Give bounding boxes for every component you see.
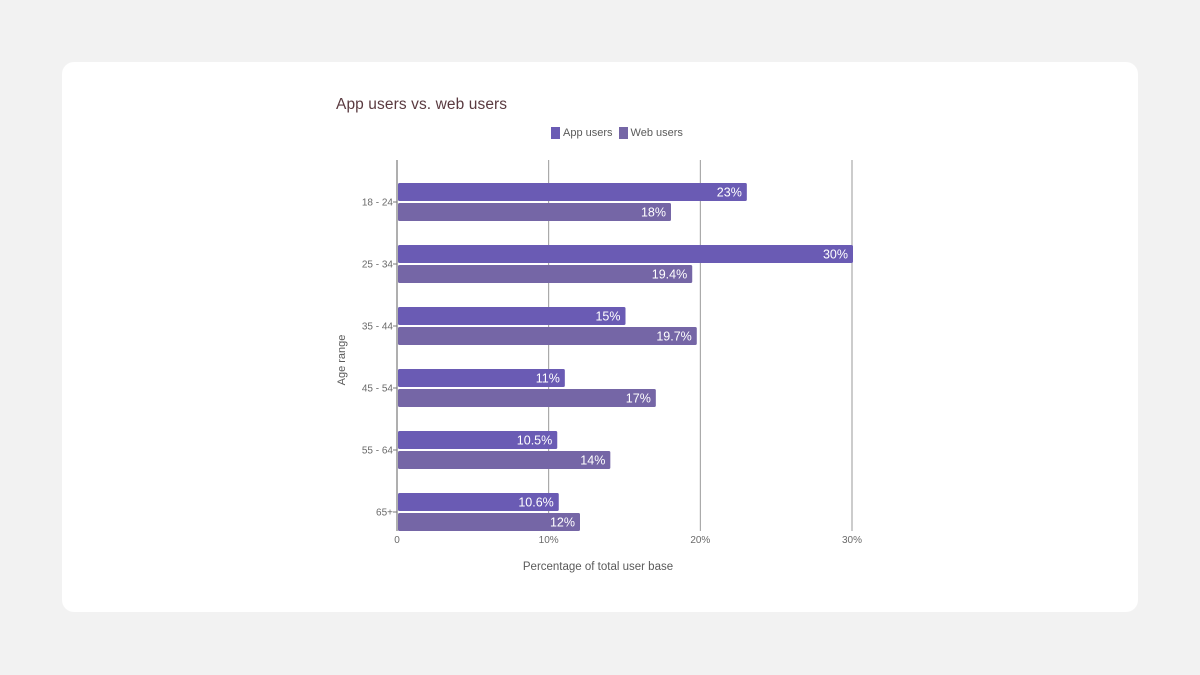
bar-web-users (398, 265, 693, 283)
data-label-app-users: 23% (717, 186, 742, 200)
x-tick-label: 30% (842, 535, 862, 546)
x-tick-label: 0 (394, 535, 400, 546)
data-label-web-users: 17% (626, 392, 651, 406)
category-label: 65+ (376, 508, 393, 519)
category-label: 45 - 54 (362, 384, 394, 395)
data-label-app-users: 11% (536, 372, 560, 386)
x-tick-label: 10% (539, 535, 559, 546)
data-label-web-users: 19.7% (656, 330, 691, 344)
data-label-app-users: 30% (823, 248, 848, 262)
y-axis-title: Age range (336, 335, 348, 386)
bar-app-users (398, 369, 565, 387)
bar-app-users (398, 307, 626, 325)
data-label-app-users: 10.5% (517, 434, 552, 448)
data-label-web-users: 12% (550, 516, 575, 530)
bar-app-users (398, 493, 559, 511)
bar-web-users (398, 389, 656, 407)
bar-web-users (398, 327, 697, 345)
data-label-web-users: 14% (580, 454, 605, 468)
x-tick-label: 20% (690, 535, 710, 546)
bar-web-users (398, 451, 611, 469)
bar-app-users (398, 245, 853, 263)
legend-item-web-users: Web users (618, 127, 683, 139)
category-label: 18 - 24 (362, 198, 394, 209)
legend-label-app-users: App users (563, 127, 613, 139)
legend-swatch-web-users (618, 127, 628, 139)
legend: App users Web users (551, 127, 689, 139)
x-axis-title: Percentage of total user base (523, 561, 673, 573)
bar-app-users (398, 183, 747, 201)
bar-web-users (398, 203, 671, 221)
data-label-web-users: 19.4% (652, 268, 687, 282)
legend-item-app-users: App users (551, 127, 613, 139)
bar-app-users (398, 431, 558, 449)
category-label: 25 - 34 (362, 260, 394, 271)
bar-web-users (398, 513, 580, 531)
data-label-web-users: 18% (641, 206, 666, 220)
chart-title: App users vs. web users (336, 96, 508, 113)
legend-swatch-app-users (551, 127, 560, 139)
category-label: 55 - 64 (362, 446, 394, 457)
data-label-app-users: 10.6% (518, 496, 553, 510)
category-label: 35 - 44 (362, 322, 394, 333)
data-label-app-users: 15% (595, 310, 620, 324)
legend-label-web-users: Web users (630, 127, 683, 139)
